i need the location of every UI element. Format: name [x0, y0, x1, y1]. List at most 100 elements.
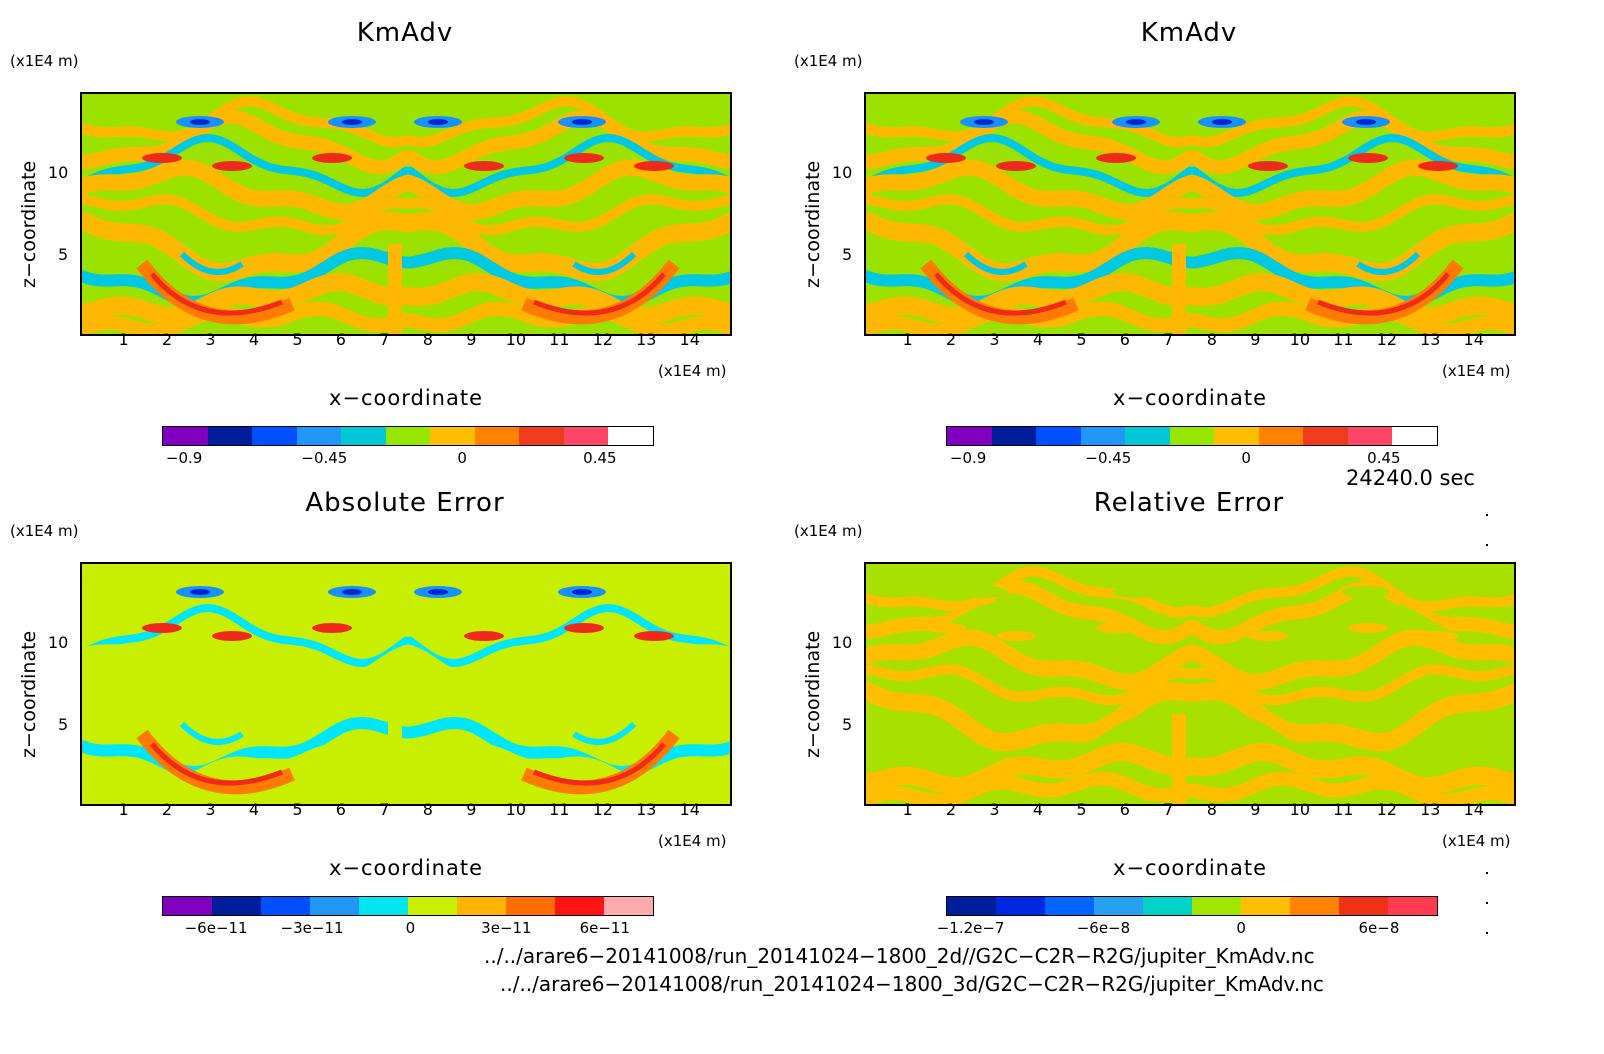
vortex [1418, 631, 1458, 641]
x-tick-label: 5 [292, 330, 303, 349]
contour-band [866, 109, 1197, 175]
contour-band [866, 716, 1196, 778]
vortex [190, 119, 210, 125]
contour-band [1187, 771, 1514, 804]
contour-band [866, 664, 1195, 706]
contour-band [572, 721, 637, 745]
vortex [634, 161, 674, 171]
x-tick-label: 12 [1376, 330, 1397, 349]
vortex [342, 119, 362, 125]
x-tick-label: 2 [161, 330, 173, 349]
x-tick-label: 4 [1032, 800, 1044, 819]
y-axis-label: z−coordinate [18, 630, 40, 758]
contour-band [402, 159, 730, 221]
contour-band [1189, 194, 1514, 236]
x-tick-label: 14 [679, 800, 700, 819]
contour-band [404, 246, 730, 308]
contour-band [1186, 629, 1514, 691]
x-tick-label: 10 [505, 330, 527, 349]
y-tick-label: 10 [48, 163, 69, 183]
y-axis-label: z−coordinate [802, 160, 824, 288]
x-tick-label: 1 [902, 330, 913, 349]
contour-band [866, 743, 1199, 796]
contour-band [401, 682, 730, 752]
colorbar-swatch [1169, 427, 1215, 445]
x-tick-label: 11 [1333, 800, 1354, 819]
contour-band [179, 251, 244, 275]
colorbar-tick-label: 0 [457, 449, 467, 467]
vortex [1418, 161, 1458, 171]
x-axis-label: x−coordinate [328, 386, 484, 410]
x-tick-label: 9 [466, 330, 477, 349]
x-tick-label: 9 [1250, 800, 1261, 819]
colorbar-swatch [207, 427, 253, 445]
colorbar-swatch [519, 427, 564, 445]
heatmap-svg [866, 94, 1514, 334]
x-tick-label: 4 [1032, 330, 1044, 349]
vortex [1126, 589, 1146, 595]
contour-band [1190, 603, 1514, 668]
contour-band [1188, 716, 1514, 778]
colorbar-swatch [1125, 427, 1170, 445]
vortex [572, 119, 592, 125]
contour-band [1356, 251, 1421, 275]
colorbar-tick-label: −0.45 [301, 449, 348, 467]
x-tick-label: 5 [1076, 800, 1087, 819]
contour-band [866, 194, 1195, 236]
colorbar-tick-label: 0 [1236, 919, 1246, 937]
center-column [388, 244, 402, 334]
contour-band [866, 681, 1199, 752]
x-tick-label: 14 [679, 330, 700, 349]
y-tick-label: 5 [58, 714, 69, 734]
x-tick-label: 12 [1376, 800, 1397, 819]
x-tick-label: 4 [248, 330, 260, 349]
colorbar-tick-label: −0.9 [949, 449, 987, 467]
contour-band [1189, 566, 1514, 618]
contour-band [866, 629, 1198, 691]
colorbar [162, 426, 654, 446]
contour-band [401, 743, 730, 796]
x-tick-label: 8 [422, 800, 433, 819]
x-tick-label: 9 [466, 800, 477, 819]
vortex [428, 119, 448, 125]
colorbar-swatch [947, 897, 996, 915]
vortex [1126, 119, 1146, 125]
y-unit-label: (x1E4 m) [10, 522, 79, 540]
x-tick-label: 8 [422, 330, 433, 349]
vortex [464, 631, 504, 641]
contour-band [179, 721, 244, 745]
contour-band [150, 272, 283, 316]
colorbar-swatch [163, 897, 212, 915]
contour-band [404, 716, 730, 778]
x-tick-label: 3 [989, 800, 1000, 819]
panel-title: KmAdv [356, 18, 454, 48]
vortex [1096, 153, 1136, 163]
colorbar-swatch [252, 427, 297, 445]
center-column [388, 714, 402, 804]
y-unit-label: (x1E4 m) [10, 52, 79, 70]
x-axis-label: x−coordinate [1112, 856, 1268, 880]
plot-panel: Absolute Error (x1E4 m) z−coordinate 1 2 3 4 5 6… [0, 470, 780, 940]
contour-band [82, 159, 414, 221]
vortex [312, 153, 352, 163]
vortex [564, 623, 604, 633]
vortex [1348, 153, 1388, 163]
contour-band [866, 273, 1199, 326]
x-axis-label: x−coordinate [1112, 386, 1268, 410]
contour-band [82, 133, 410, 198]
x-tick-label: 9 [1250, 330, 1261, 349]
colorbar-tick-label: −0.9 [165, 449, 203, 467]
colorbar-swatch [1392, 427, 1438, 445]
x-tick-label: 2 [945, 330, 957, 349]
contour-band [82, 579, 413, 645]
x-tick-label: 12 [592, 330, 613, 349]
colorbar-swatch [1036, 427, 1081, 445]
vortex [464, 161, 504, 171]
y-tick-label: 10 [48, 633, 69, 653]
x-tick-label: 2 [945, 800, 957, 819]
x-tick-label: 11 [1333, 330, 1354, 349]
colorbar-swatch [1192, 897, 1241, 915]
vortex [142, 153, 182, 163]
vortex [312, 623, 352, 633]
x-unit-label: (x1E4 m) [658, 362, 727, 380]
